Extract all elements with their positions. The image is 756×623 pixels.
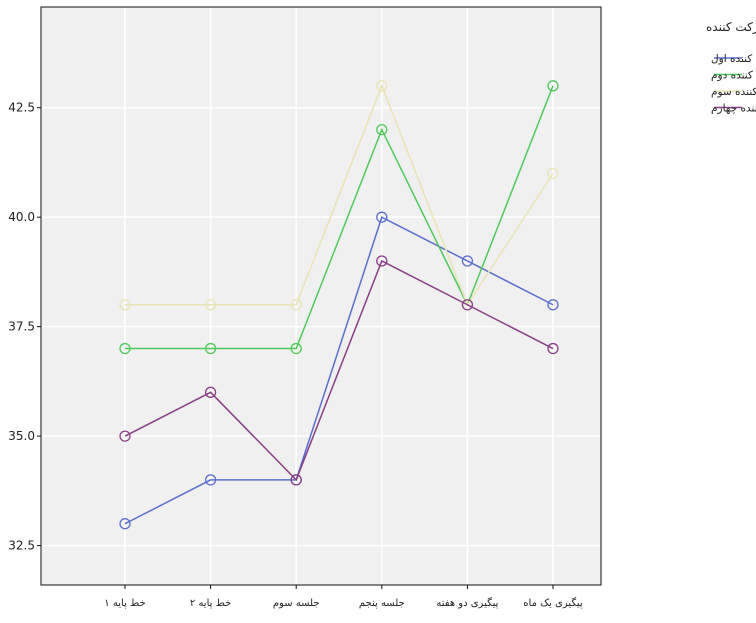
series-point-1	[119, 518, 131, 530]
x-tick-label: پیگیری یک ماه	[523, 597, 583, 609]
legend-title: شرکت کننده	[706, 20, 756, 35]
y-tick-label: 37.5	[8, 320, 35, 334]
series-point-3	[119, 299, 131, 311]
series-point-2	[376, 123, 388, 136]
series-point-3	[204, 299, 217, 311]
x-tick-label: جلسه پنجم	[359, 598, 405, 609]
series-point-4	[376, 255, 388, 267]
series-point-4	[204, 386, 217, 398]
legend-label: شرکت کننده دوم	[711, 70, 756, 82]
series-point-2	[547, 80, 559, 92]
series-point-4	[461, 299, 474, 311]
series-point-2	[290, 342, 302, 355]
x-tick-label: خط پایه ۱	[104, 598, 145, 609]
axes: 32.5 35.0 37.5 40.0 42.5 خط پایه ۱ خط پایه ۲ جل…	[8, 101, 583, 609]
gridlines	[42, 8, 600, 584]
series-line-4	[124, 259, 554, 482]
y-tick-label: 42.5	[8, 101, 35, 115]
x-tick-label: خط پایه ۲	[190, 598, 231, 609]
series-line-3	[125, 83, 554, 307]
y-tick-label: 40.0	[8, 210, 35, 224]
series-point-4	[547, 342, 559, 355]
series-layer	[119, 80, 559, 530]
x-tick-label: جلسه سوم	[273, 598, 320, 609]
series-point-2	[119, 342, 131, 355]
series-point-1	[547, 299, 559, 311]
series-line-2	[125, 85, 554, 350]
series-point-4	[290, 474, 302, 486]
plot-background	[40, 6, 602, 586]
y-tick-label: 32.5	[8, 539, 35, 553]
series-point-1	[461, 255, 474, 267]
legend: شرکت کننده شرکت کننده اول شرکت کننده دوم شر…	[706, 20, 756, 115]
series-point-3	[376, 80, 388, 92]
series-point-4	[119, 430, 131, 442]
legend-label: شرکت کننده اول	[711, 53, 756, 65]
series-point-3	[547, 167, 559, 180]
series-point-1	[204, 474, 217, 486]
y-tick-label: 35.0	[8, 429, 35, 443]
legend-label: شرکت کننده سوم	[711, 86, 756, 98]
series-point-2	[204, 342, 217, 355]
series-point-1	[376, 211, 388, 223]
legend-label: شرکت کننده چهارم	[711, 103, 756, 115]
series-point-3	[290, 299, 302, 311]
x-tick-label: پیگیری دو هفته	[436, 597, 498, 609]
